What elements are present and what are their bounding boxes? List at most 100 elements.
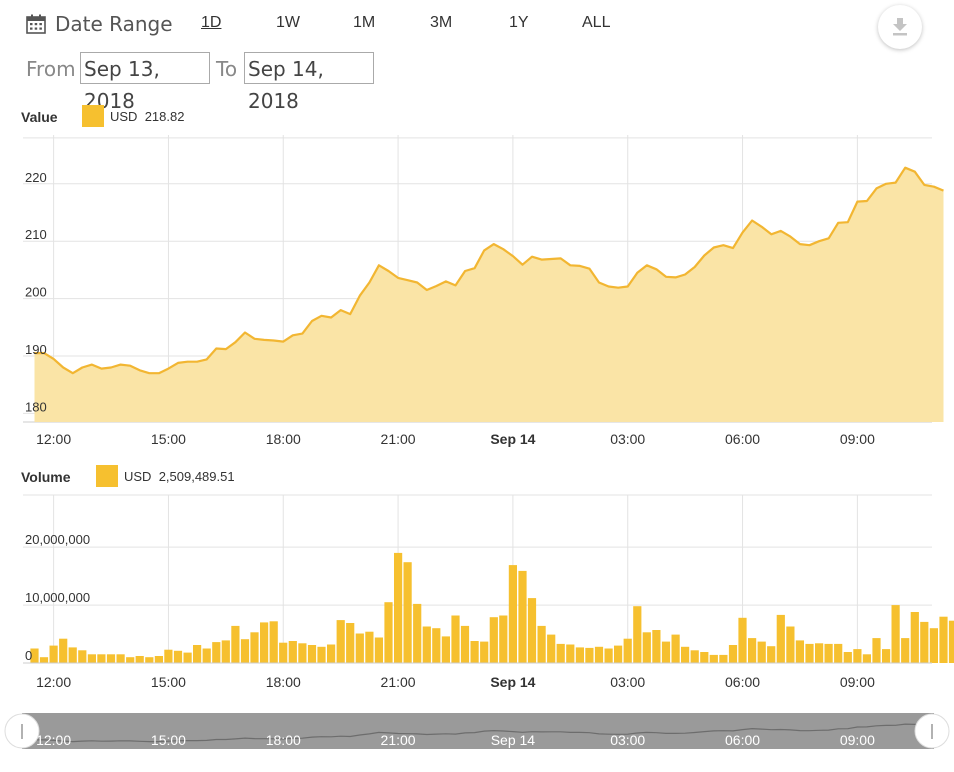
- volume-x-tick-label: 12:00: [36, 674, 71, 690]
- volume-bar: [260, 622, 269, 663]
- value-y-tick-label: 200: [25, 285, 47, 300]
- value-y-tick-label: 190: [25, 342, 47, 357]
- volume-legend-swatch: [96, 465, 118, 487]
- value-chart: 180 190 200 210 220 12:00 15:00 18:00 21:00 Sep 1…: [23, 135, 944, 447]
- volume-x-tick-label: 06:00: [725, 674, 760, 690]
- volume-bar: [279, 642, 288, 663]
- volume-bar: [671, 634, 680, 663]
- value-x-tick-label: 03:00: [610, 431, 645, 447]
- volume-bar: [269, 621, 278, 663]
- navigator-x-tick-label: 06:00: [725, 732, 760, 748]
- volume-y-tick-label: 20,000,000: [25, 532, 90, 547]
- volume-bar: [767, 646, 776, 663]
- volume-bar: [594, 646, 604, 663]
- volume-bar: [298, 643, 307, 663]
- range-1m-button[interactable]: 1M: [353, 14, 376, 31]
- value-title: Value: [21, 109, 58, 125]
- volume-bar: [547, 634, 556, 663]
- volume-y-tick-label: 10,000,000: [25, 590, 90, 605]
- volume-bar: [441, 636, 450, 663]
- volume-bar: [202, 648, 211, 663]
- volume-bar: [709, 654, 718, 663]
- range-1y-button[interactable]: 1Y: [509, 14, 529, 31]
- date-range-title: Date Range: [55, 12, 173, 36]
- volume-bar: [834, 643, 843, 663]
- download-button[interactable]: [878, 5, 922, 49]
- volume-bar: [728, 645, 738, 663]
- volume-bar: [59, 638, 68, 663]
- volume-legend-currency: USD: [124, 469, 152, 484]
- volume-bar: [518, 570, 527, 663]
- volume-bar: [901, 638, 910, 663]
- volume-x-tick-label: Sep 14: [490, 674, 535, 690]
- volume-bar: [604, 648, 613, 663]
- volume-bar: [489, 617, 498, 663]
- volume-bar: [623, 638, 632, 663]
- volume-title: Volume: [21, 469, 71, 485]
- volume-bar: [882, 649, 891, 663]
- from-label: From: [26, 57, 76, 81]
- volume-bar: [786, 626, 795, 663]
- value-x-tick-label: 12:00: [36, 431, 71, 447]
- volume-bar: [154, 656, 163, 663]
- volume-bar: [537, 625, 546, 663]
- value-x-tick-label: Sep 14: [490, 431, 535, 447]
- volume-y-tick-label: 0: [25, 648, 32, 663]
- value-y-tick-label: 180: [25, 399, 47, 414]
- volume-bar: [116, 654, 125, 663]
- volume-bar: [231, 625, 240, 663]
- value-x-tick-label: 18:00: [266, 431, 301, 447]
- volume-bar: [805, 643, 814, 663]
- from-date-input[interactable]: Sep 13, 2018: [80, 52, 210, 113]
- volume-bar: [39, 657, 49, 663]
- volume-bar: [413, 603, 422, 663]
- volume-bar: [690, 650, 699, 663]
- volume-bar: [460, 625, 470, 663]
- value-x-tick-label: 09:00: [840, 431, 875, 447]
- volume-bar: [853, 649, 862, 663]
- volume-bar: [193, 645, 202, 663]
- volume-bar: [145, 657, 154, 663]
- navigator-x-tick-label: Sep 14: [491, 732, 536, 748]
- value-x-tick-label: 06:00: [725, 431, 760, 447]
- volume-bar: [346, 623, 355, 663]
- volume-bar: [432, 628, 441, 663]
- volume-bar: [288, 641, 297, 663]
- volume-bar: [862, 654, 871, 663]
- to-date-input[interactable]: Sep 14, 2018: [244, 52, 374, 113]
- value-legend-text: USD 218.82: [110, 109, 184, 124]
- navigator-x-tick-label: 21:00: [381, 732, 416, 748]
- range-1d-button[interactable]: 1D: [201, 14, 222, 31]
- range-1w-button[interactable]: 1W: [276, 14, 300, 31]
- calendar-icon: [26, 14, 46, 34]
- volume-bar: [748, 638, 757, 663]
- volume-bar: [585, 647, 594, 663]
- value-x-tick-label: 15:00: [151, 431, 186, 447]
- volume-bar: [480, 641, 489, 663]
- navigator-x-tick-label: 15:00: [151, 732, 186, 748]
- volume-bar: [661, 641, 671, 663]
- volume-bar: [126, 657, 135, 663]
- volume-bar: [910, 612, 919, 663]
- range-navigator[interactable]: 12:00 15:00 18:00 21:00 Sep 14 03:00 06:00 09:0…: [0, 706, 954, 756]
- to-label: To: [216, 57, 238, 81]
- value-series-line: [34, 166, 944, 375]
- volume-bar: [240, 639, 250, 663]
- volume-bar: [681, 646, 690, 663]
- value-x-tick-label: 21:00: [381, 431, 416, 447]
- navigator-series-line: [34, 723, 944, 743]
- value-legend-currency: USD: [110, 109, 138, 124]
- volume-legend-value: 2,509,489.51: [158, 469, 235, 484]
- volume-x-tick-label: 18:00: [266, 674, 301, 690]
- volume-bar: [403, 562, 412, 663]
- volume-bar: [336, 620, 345, 663]
- range-all-button[interactable]: ALL: [582, 14, 611, 31]
- value-y-tick-label: 210: [25, 227, 47, 242]
- volume-bar: [250, 632, 259, 663]
- volume-bar: [700, 652, 709, 663]
- volume-x-tick-label: 03:00: [610, 674, 645, 690]
- range-3m-button[interactable]: 3M: [430, 14, 453, 31]
- volume-bar: [164, 649, 173, 663]
- volume-bar: [49, 645, 58, 663]
- volume-bar: [173, 650, 183, 663]
